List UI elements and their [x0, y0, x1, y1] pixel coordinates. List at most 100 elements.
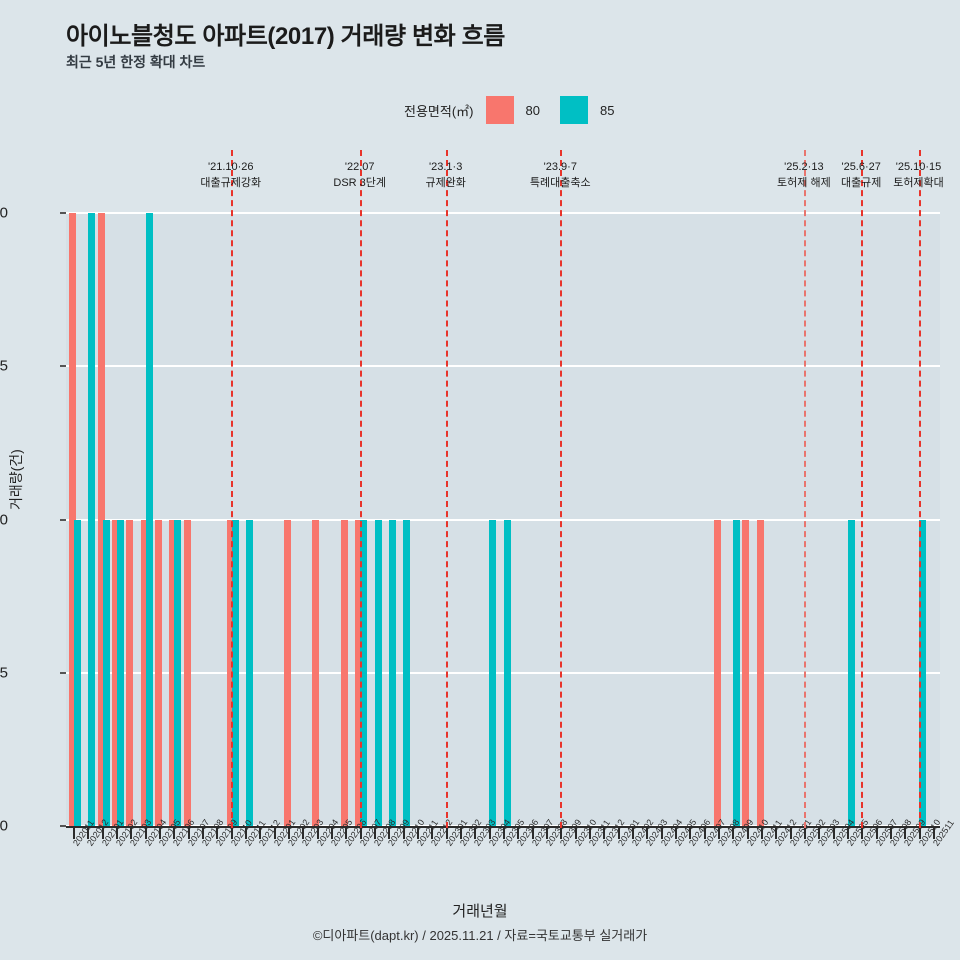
legend-item-80[interactable]: 80: [485, 96, 560, 124]
x-tick-mark: [531, 828, 534, 839]
x-tick-mark: [717, 828, 720, 839]
bar[interactable]: [360, 519, 368, 826]
x-tick-mark: [359, 828, 362, 839]
x-tick-mark: [273, 828, 276, 839]
event-label: '25.10·15 토허제확대: [893, 160, 944, 191]
x-tick-mark: [545, 828, 548, 839]
event-line: [803, 150, 806, 828]
gridline: [66, 671, 940, 674]
bar[interactable]: [226, 519, 234, 826]
bar[interactable]: [126, 519, 134, 826]
x-tick-mark: [73, 828, 76, 839]
gridline: [66, 212, 940, 214]
bar[interactable]: [169, 519, 177, 826]
bar[interactable]: [742, 519, 750, 826]
x-tick-mark: [431, 828, 434, 839]
x-tick-mark: [789, 828, 792, 839]
bar[interactable]: [503, 519, 511, 826]
bar[interactable]: [102, 519, 110, 826]
bar[interactable]: [403, 519, 411, 826]
event-date: '25.10·15: [895, 161, 942, 173]
bar[interactable]: [389, 519, 397, 826]
legend-swatch-85: [559, 96, 588, 124]
x-tick-mark: [803, 828, 806, 839]
x-tick-mark: [402, 828, 405, 839]
bar[interactable]: [355, 519, 363, 826]
x-tick-mark: [445, 828, 448, 839]
legend-label-85: 85: [599, 102, 615, 118]
x-tick-mark: [474, 828, 477, 839]
bar[interactable]: [183, 519, 191, 826]
x-tick-mark: [674, 828, 677, 839]
bar[interactable]: [847, 519, 855, 826]
y-tick-label: 2.0: [0, 204, 8, 222]
bar[interactable]: [68, 213, 76, 826]
x-tick-mark: [760, 828, 763, 839]
bar[interactable]: [154, 519, 162, 826]
bar[interactable]: [489, 519, 497, 826]
bar[interactable]: [116, 519, 124, 826]
x-tick-mark: [588, 828, 591, 839]
event-date: '23.1·3: [429, 161, 463, 173]
y-tick-mark: [60, 212, 66, 214]
x-tick-mark: [932, 828, 935, 839]
bar[interactable]: [283, 519, 291, 826]
legend-title: 전용면적(㎡): [404, 103, 474, 119]
event-line: [359, 150, 362, 828]
bar[interactable]: [374, 519, 382, 826]
footer-credit: ©디아파트(dapt.kr) / 2025.11.21 / 자료=국토교통부 실…: [312, 928, 648, 943]
bar[interactable]: [140, 519, 148, 826]
bar[interactable]: [97, 213, 105, 826]
bar[interactable]: [756, 519, 764, 826]
y-tick-mark: [60, 518, 66, 521]
bar[interactable]: [919, 519, 927, 826]
bar[interactable]: [732, 519, 740, 826]
bar[interactable]: [341, 519, 349, 826]
event-name: 토허제확대: [893, 177, 944, 189]
event-label: '22.07 DSR 3단계: [333, 160, 386, 191]
x-tick-mark: [202, 828, 205, 839]
legend-item-85[interactable]: 85: [559, 96, 634, 124]
legend-swatch-80: [485, 96, 514, 124]
x-tick-mark: [316, 828, 319, 839]
bar[interactable]: [145, 213, 153, 826]
x-tick-mark: [574, 828, 577, 839]
gridline: [66, 518, 940, 521]
bar[interactable]: [174, 519, 182, 826]
x-tick-mark: [503, 828, 505, 839]
x-tick-mark: [703, 828, 706, 839]
bar[interactable]: [245, 519, 253, 826]
event-label: '23.1·3 규제완화: [425, 160, 465, 191]
bar[interactable]: [231, 519, 239, 826]
bar[interactable]: [88, 213, 96, 826]
event-line: [861, 150, 864, 828]
x-tick-mark: [918, 828, 921, 839]
y-tick-mark: [60, 671, 66, 674]
x-tick-mark: [818, 828, 821, 839]
event-date: '21.10·26: [207, 161, 254, 173]
event-date: '22.07: [344, 161, 375, 173]
x-tick-mark: [331, 828, 334, 839]
event-line: [560, 150, 563, 828]
x-tick-mark: [159, 828, 162, 839]
x-tick-mark: [187, 828, 190, 839]
x-tick-mark: [259, 828, 262, 839]
bar[interactable]: [312, 519, 320, 826]
legend: 전용면적(㎡) 80 85: [404, 96, 634, 124]
chart-subtitle: 최근 5년 한정 확대 차트: [66, 54, 206, 70]
x-tick-mark: [130, 828, 133, 839]
x-tick-mark: [732, 828, 735, 839]
bar[interactable]: [73, 519, 81, 826]
x-tick-mark: [144, 828, 147, 839]
x-axis-line: [66, 826, 940, 828]
event-date: '25.6·27: [841, 161, 881, 173]
x-tick-mark: [889, 828, 892, 839]
event-label: '25.6·27 대출규제: [841, 160, 881, 191]
x-tick-mark: [660, 828, 663, 839]
legend-label-80: 80: [525, 102, 540, 118]
bar[interactable]: [713, 519, 721, 826]
y-tick-mark: [60, 825, 66, 827]
bar[interactable]: [111, 519, 119, 826]
chart-title: 아이노블청도 아파트(2017) 거래량 변화 흐름: [66, 23, 505, 50]
